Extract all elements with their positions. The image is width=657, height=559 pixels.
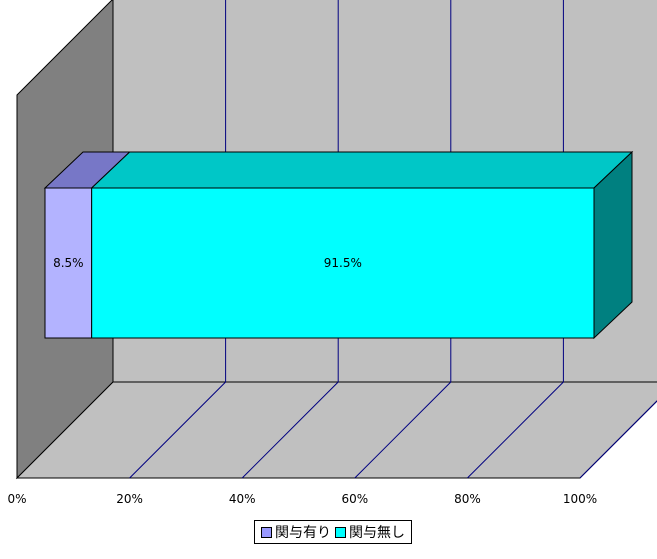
bar-series-1	[44, 187, 93, 339]
legend-swatch-series-1	[261, 526, 272, 538]
gridline-floor	[467, 381, 564, 479]
data-label-series-1: 8.5%	[53, 256, 84, 270]
gridline-floor	[579, 400, 657, 479]
x-tick-label: 20%	[116, 492, 143, 506]
floor	[15, 381, 657, 479]
data-label-series-2: 91.5%	[324, 256, 362, 270]
legend-label-series-2: 関与無し	[349, 525, 405, 541]
gridline-floor	[241, 381, 339, 479]
bar-series-2	[91, 187, 595, 339]
x-tick-label: 60%	[341, 492, 368, 506]
legend-label-series-1: 関与有り	[275, 525, 331, 541]
legend-item-series-2: 関与無し	[335, 522, 405, 542]
legend-item-series-1: 関与有り	[261, 522, 331, 542]
x-tick-label: 80%	[454, 492, 481, 506]
x-tick-label: 100%	[563, 492, 597, 506]
bar-top-series-2	[90, 151, 634, 189]
gridline-floor	[129, 381, 226, 479]
legend-swatch-series-2	[335, 526, 346, 538]
x-tick-label: 0%	[7, 492, 26, 506]
legend: 関与有り 関与無し	[254, 520, 412, 544]
gridline-floor	[354, 381, 452, 479]
x-tick-label: 40%	[229, 492, 256, 506]
